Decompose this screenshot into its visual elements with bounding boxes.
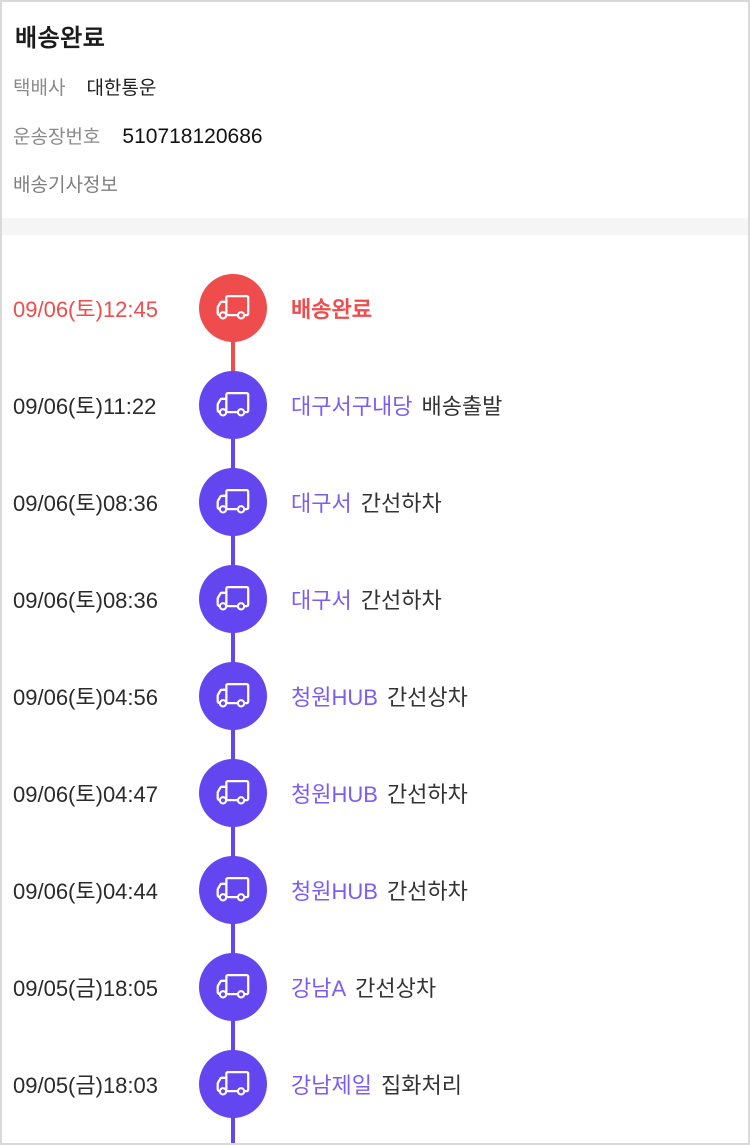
tracking-header: 배송완료 택배사 대한통운 운송장번호 510718120686 배송기사정보 [2,2,748,218]
timeline-status: 청원HUB 간선하차 [291,874,468,906]
timeline-time: 09/06(토)04:47 [13,781,158,807]
timeline-item: 09/05(금)18:03 강남제일 집화처리 [2,1035,748,1143]
timeline-node [175,744,291,890]
timeline-location: 강남제일 [291,1072,372,1098]
page-title: 배송완료 [15,25,106,52]
timeline-node [175,356,291,502]
timeline-time: 09/06(토)11:22 [13,393,157,419]
timeline-action: 간선하차 [386,781,468,807]
timeline-time: 09/06(토)08:36 [13,490,158,516]
timeline-action: 집화처리 [380,1072,462,1098]
timeline-status: 대구서구내당 배송출발 [291,389,502,421]
timeline-item: 09/05(금)18:05 강남A 간선상차 [2,938,748,1084]
timeline-location: 강남A [291,975,347,1001]
timeline-node [175,453,291,599]
timeline-location: 청원HUB [291,878,378,904]
timeline-item: 09/06(토)11:22 대구서구내당 배송출발 [2,356,748,502]
timeline-location: 대구서 [291,490,352,516]
truck-icon [199,467,267,536]
timeline-connector [231,792,235,890]
timeline-connector [231,695,235,793]
timeline-item: 09/06(토)04:56 청원HUB 간선상차 [2,647,748,793]
timeline-status: 청원HUB 간선상차 [291,680,468,712]
timeline-node [175,550,291,696]
timeline-connector [231,501,235,599]
header-divider [2,218,748,235]
timeline-status: 강남A 간선상차 [291,971,436,1003]
timeline-connector [231,307,235,405]
timeline-node [175,938,291,1084]
truck-icon [199,661,267,730]
timeline-location: 대구서 [291,587,352,613]
timeline-status: 배송완료 [291,292,372,324]
timeline-connector [231,889,235,987]
timeline-action: 간선하차 [360,587,442,613]
timeline-item: 09/06(토)04:44 청원HUB 간선하차 [2,841,748,987]
courier-value: 대한통운 [86,78,157,99]
timeline-node [175,647,291,793]
timeline-action: 배송완료 [291,296,372,322]
timeline-status: 청원HUB 간선하차 [291,777,468,809]
tracking-timeline: 09/06(토)12:45 배송완료 09/06(토)11:22 [2,235,748,1143]
timeline-node [175,259,291,405]
timeline-time: 09/06(토)04:44 [13,878,158,904]
timeline-time: 09/05(금)18:03 [13,1072,158,1098]
timeline-status: 대구서 간선하차 [291,583,442,615]
timeline-item: 09/06(토)04:47 청원HUB 간선하차 [2,744,748,890]
timeline-connector [231,986,235,1084]
timeline-status: 대구서 간선하차 [291,486,442,518]
truck-icon [199,1049,267,1118]
timeline-action: 간선상차 [355,975,437,1001]
truck-icon [199,564,267,633]
timeline-connector [231,598,235,696]
timeline-connector [231,404,235,502]
timeline-location: 청원HUB [291,684,378,710]
truck-icon [199,952,267,1021]
tracking-number-value: 510718120686 [122,125,263,148]
driver-info-link[interactable]: 배송기사정보 [13,175,118,196]
truck-icon [199,370,267,439]
timeline-location: 대구서구내당 [291,393,413,419]
timeline-action: 간선하차 [360,490,442,516]
timeline-action: 간선하차 [386,878,468,904]
timeline-action: 배송출발 [421,393,503,419]
timeline-node [175,1035,291,1143]
truck-icon [199,855,267,924]
timeline-item: 09/06(토)08:36 대구서 간선하차 [2,550,748,696]
truck-icon [199,758,267,827]
timeline-item: 09/06(토)12:45 배송완료 [2,259,748,405]
timeline-time: 09/05(금)18:05 [13,975,158,1001]
timeline-time: 09/06(토)04:56 [13,684,158,710]
timeline-location: 청원HUB [291,781,378,807]
tracking-number-label: 운송장번호 [13,127,101,148]
courier-label: 택배사 [13,78,66,99]
courier-row: 택배사 대한통운 [13,77,732,101]
timeline-item: 09/06(토)08:36 대구서 간선하차 [2,453,748,599]
timeline-time: 09/06(토)08:36 [13,587,158,613]
timeline-status: 강남제일 집화처리 [291,1068,462,1100]
timeline-action: 간선상차 [386,684,468,710]
tracking-number-row: 운송장번호 510718120686 [13,125,732,150]
timeline-time: 09/06(토)12:45 [13,296,158,322]
truck-icon [199,273,267,342]
timeline-node [175,841,291,987]
